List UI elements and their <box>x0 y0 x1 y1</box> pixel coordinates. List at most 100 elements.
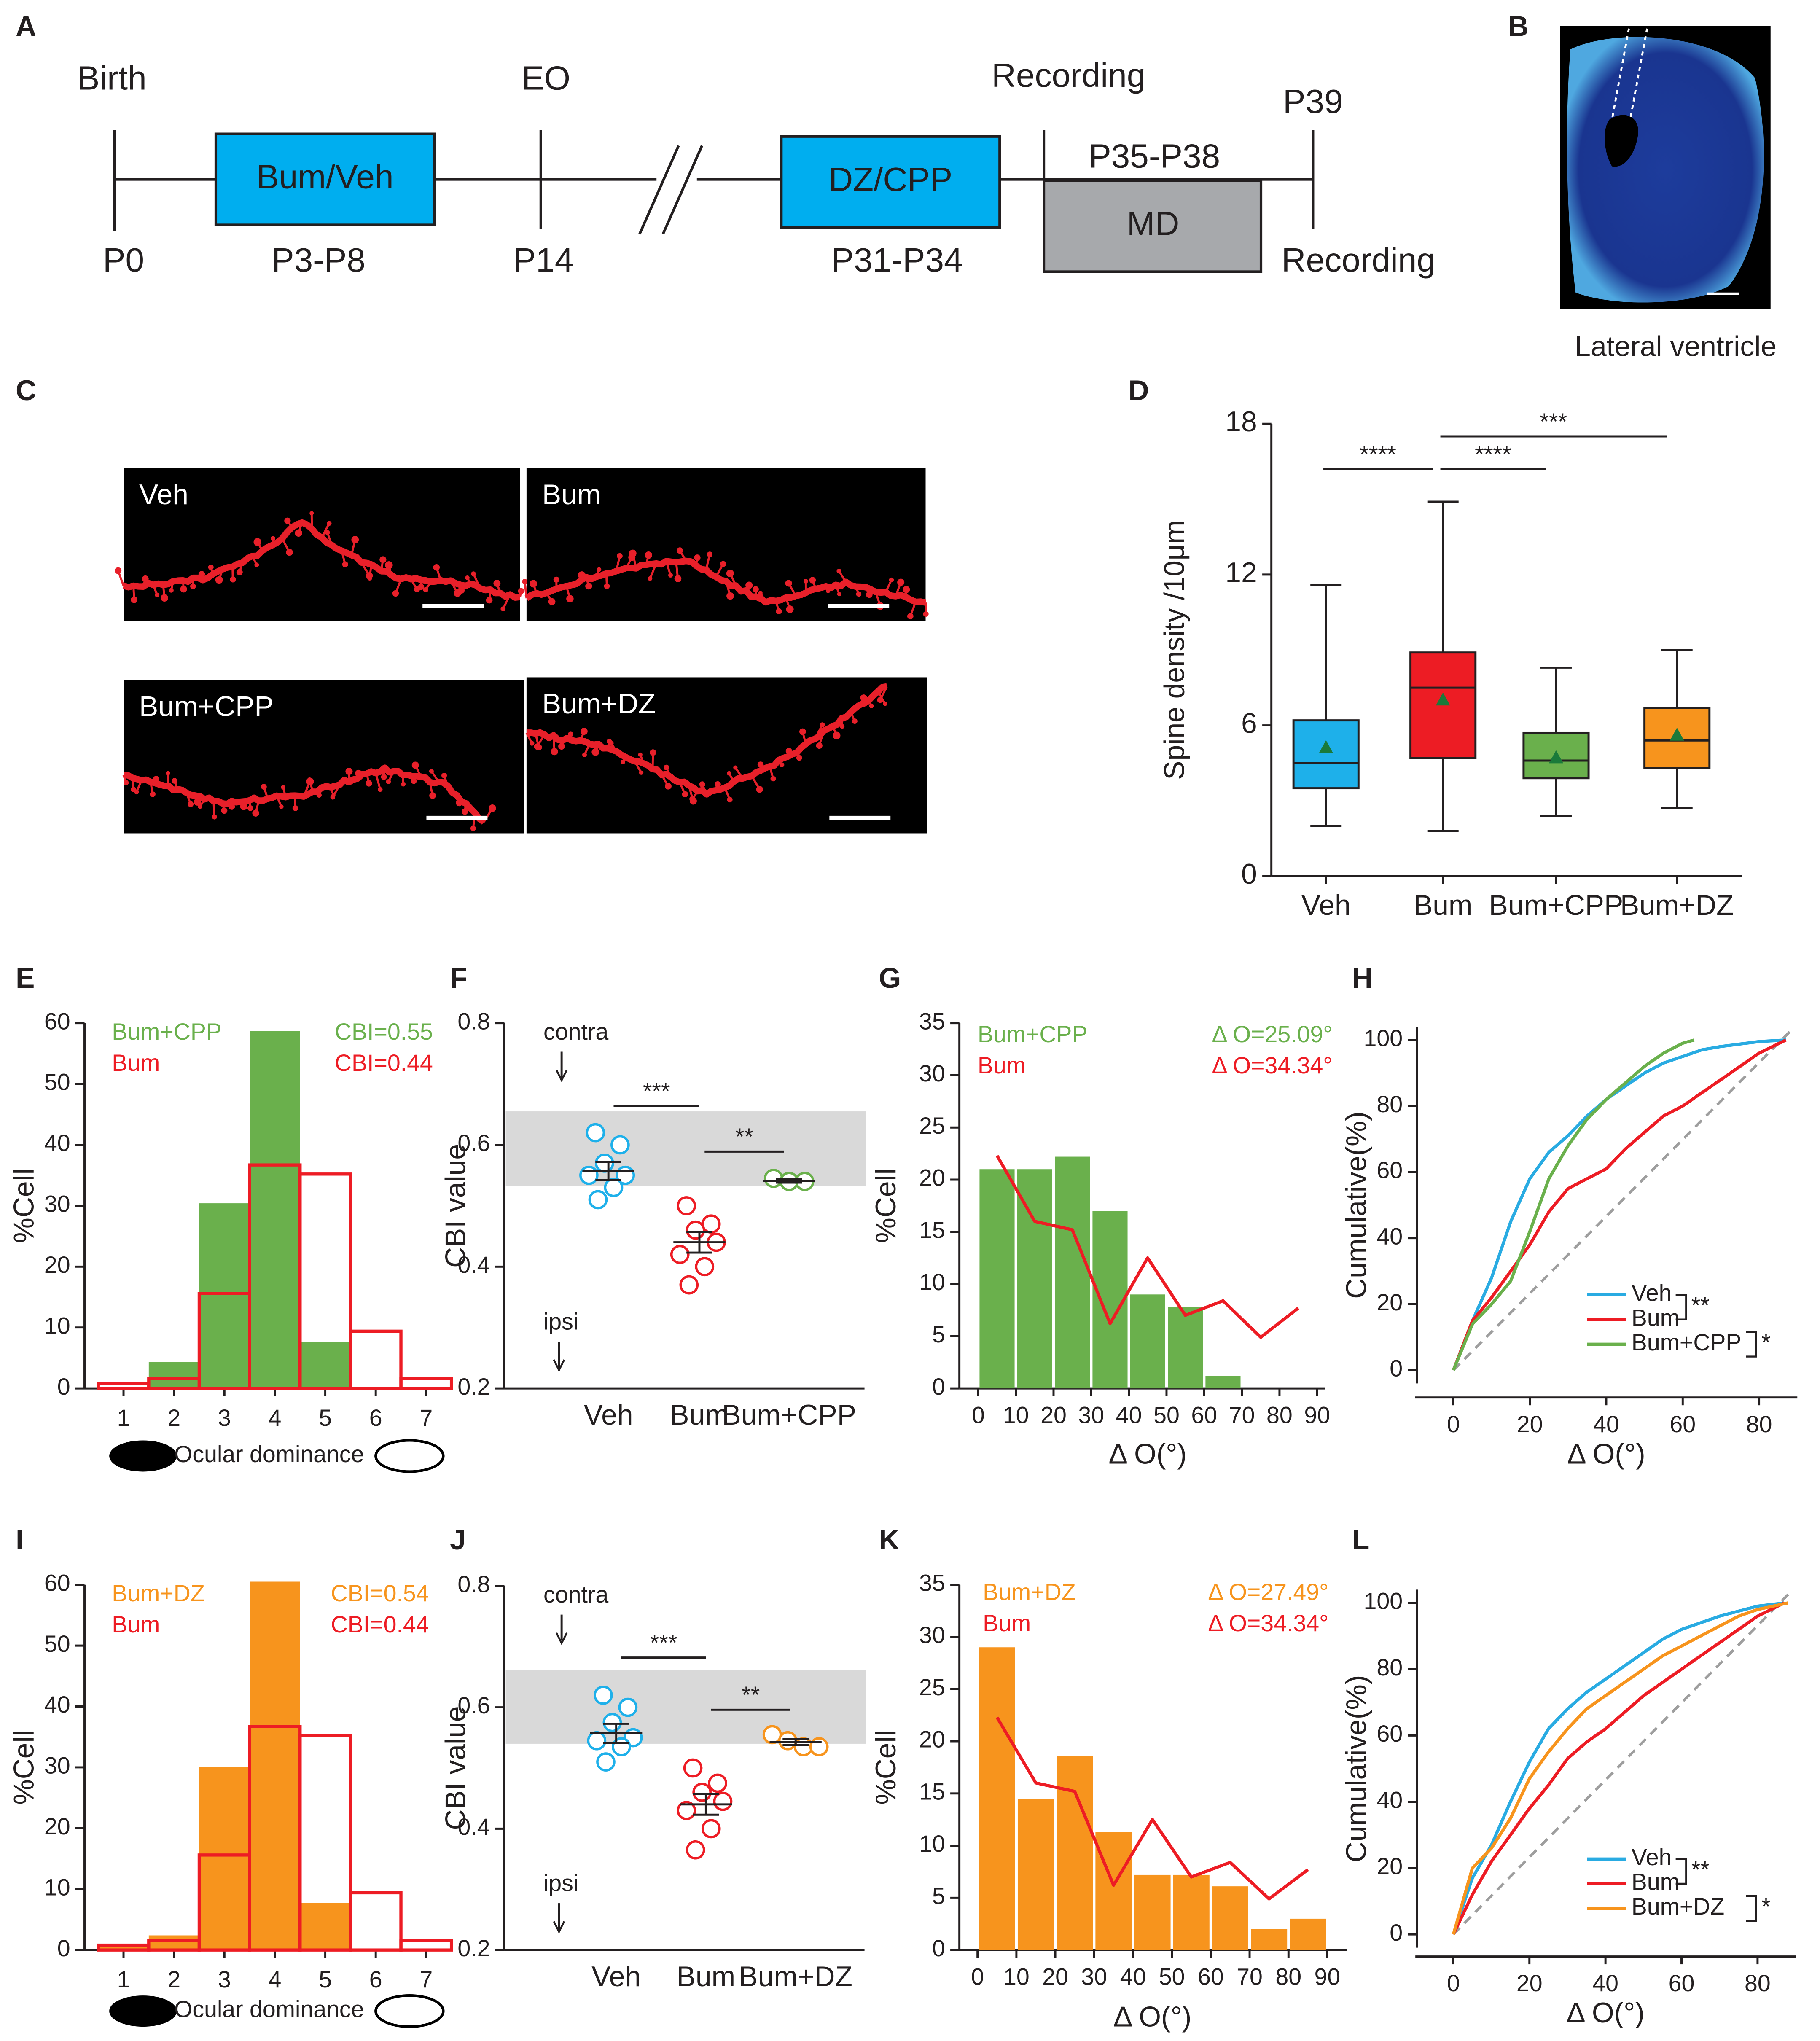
y-axis-title: Cumulative(%) <box>1341 1111 1372 1299</box>
y-tick-label: 10 <box>44 1874 70 1900</box>
y-tick-label: 0 <box>1390 1920 1403 1946</box>
spine-head <box>757 761 764 768</box>
x-tick-label: 7 <box>419 1405 433 1431</box>
x-tick-label: 0 <box>971 1964 984 1990</box>
spine-head <box>190 583 196 589</box>
spine-head <box>441 773 447 779</box>
image-label: Bum+CPP <box>139 691 274 722</box>
point <box>604 1178 624 1197</box>
image-label: Veh <box>139 479 188 511</box>
legend-label: Bum+CPP <box>112 1019 222 1045</box>
y-tick-label: 12 <box>1225 557 1257 589</box>
arrow-head <box>553 1921 565 1934</box>
spine-head <box>462 808 468 815</box>
x-tick-label: 80 <box>1275 1964 1301 1990</box>
spine-head <box>726 592 734 600</box>
y-tick-label: 0.6 <box>457 1130 490 1156</box>
dendrite <box>123 764 486 825</box>
legend-label: Bum+CPP <box>978 1021 1088 1047</box>
point <box>595 1153 614 1173</box>
y-tick-label: 0.8 <box>457 1571 490 1597</box>
y-tick-label: 0.8 <box>457 1008 490 1034</box>
legend-label: Bum+CPP <box>1632 1329 1742 1355</box>
y-tick-label: 15 <box>919 1778 945 1804</box>
point <box>778 1731 798 1751</box>
x-tick-label: 80 <box>1266 1402 1293 1428</box>
panel-letter: E <box>16 963 35 994</box>
y-tick-label: 50 <box>44 1069 70 1095</box>
spine-head <box>471 571 476 576</box>
timeline <box>113 130 1315 273</box>
y-tick-label: 30 <box>44 1191 70 1217</box>
bar <box>1168 1307 1203 1389</box>
bar <box>1290 1918 1326 1950</box>
spine-head <box>236 569 243 575</box>
dendrite-images: Veh Bum Bum+CPP Bum+DZ <box>115 468 929 834</box>
point <box>713 1791 733 1811</box>
panel-letter: K <box>879 1524 899 1556</box>
spine-head <box>381 774 387 780</box>
x-tick-label: 4 <box>268 1405 281 1431</box>
spine-head <box>553 576 559 583</box>
point <box>602 1713 622 1732</box>
bar <box>300 1903 351 1950</box>
spine-head <box>411 778 417 784</box>
spine-head <box>433 564 440 571</box>
y-axis-title: %Cell <box>870 1730 902 1804</box>
timeline-label: Recording <box>1282 241 1436 279</box>
spine-head <box>131 596 138 603</box>
reference-band <box>505 1111 866 1186</box>
mean-marker <box>1319 740 1333 753</box>
spine-head <box>418 584 425 590</box>
spine-head <box>837 592 841 597</box>
point <box>596 1752 616 1772</box>
x-axis-title: Δ O(°) <box>1566 1997 1644 2029</box>
reference-band <box>505 1670 866 1744</box>
bar <box>298 1172 352 1390</box>
spine-head <box>401 782 406 787</box>
point <box>695 1257 715 1277</box>
y-tick-label: 10 <box>44 1312 70 1339</box>
y-tick-label: 60 <box>1376 1157 1403 1183</box>
timeline-box <box>780 135 1001 229</box>
spine-head <box>309 511 314 516</box>
y-tick-label: 10 <box>919 1269 945 1295</box>
x-tick-label: 3 <box>218 1966 231 1993</box>
legend-label: Bum <box>112 1050 160 1076</box>
significance-bracket <box>1675 1858 1687 1885</box>
spine-head <box>529 741 535 746</box>
bar <box>1092 1211 1128 1389</box>
spine-head <box>134 789 139 795</box>
spine-head <box>604 583 610 589</box>
spine-head <box>650 749 656 756</box>
mean-marker <box>1436 692 1450 706</box>
bar <box>199 1767 250 1950</box>
spine-head <box>198 804 202 809</box>
bar <box>148 1935 199 1950</box>
point <box>670 1245 690 1264</box>
significance-label: * <box>1761 1893 1771 1920</box>
axis-annotation: contra <box>543 1019 608 1045</box>
y-tick-label: 0.6 <box>457 1692 490 1718</box>
significance-bracket <box>1746 1895 1757 1922</box>
timeline-label: P14 <box>513 241 574 279</box>
y-tick-label: 0 <box>1241 858 1257 890</box>
spine-head <box>682 791 688 797</box>
y-tick-label: 60 <box>44 1008 70 1034</box>
y-tick-label: 100 <box>1364 1588 1403 1614</box>
spine-head <box>727 796 733 803</box>
series-stat: Δ O=27.49° <box>1208 1579 1328 1605</box>
bar <box>1212 1886 1248 1950</box>
series-stat: Δ O=34.34° <box>1212 1052 1333 1078</box>
y-tick-label: 0.2 <box>457 1935 490 1961</box>
micrograph <box>124 468 520 621</box>
x-tick-label: Veh <box>591 1961 641 1993</box>
arrow-head <box>553 1359 565 1372</box>
spine-head <box>585 583 592 590</box>
point <box>588 1190 608 1210</box>
spine-head <box>386 779 391 784</box>
spine-head <box>411 761 419 769</box>
spine-head <box>115 567 122 574</box>
spine-head <box>715 781 721 788</box>
y-tick-label: 0.4 <box>457 1252 490 1278</box>
